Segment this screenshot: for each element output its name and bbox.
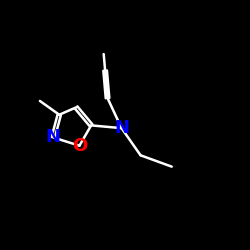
Text: N: N: [46, 128, 61, 146]
Text: N: N: [114, 119, 129, 137]
Text: O: O: [72, 137, 87, 155]
